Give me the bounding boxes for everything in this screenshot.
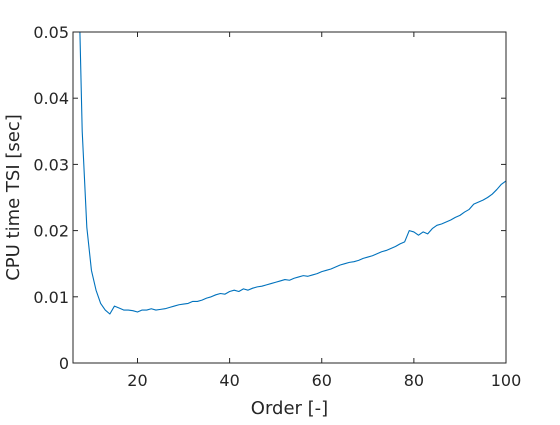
- y-axis-label: CPU time TSI [sec]: [3, 114, 24, 281]
- x-tick-label: 60: [312, 371, 332, 390]
- x-tick-label: 80: [404, 371, 424, 390]
- series-line-0: [79, 32, 506, 315]
- data-marks: [79, 32, 506, 315]
- x-tick-label: 20: [127, 371, 147, 390]
- plot-area: [73, 32, 506, 363]
- y-tick-label: 0.01: [33, 288, 69, 307]
- x-axis-ticks: 20 40 60 80 100: [127, 32, 521, 390]
- x-axis-label: Order [-]: [251, 398, 328, 419]
- y-tick-label: 0.04: [33, 89, 69, 108]
- y-tick-label: 0.03: [33, 155, 69, 174]
- x-tick-label: 40: [219, 371, 239, 390]
- y-tick-label: 0.05: [33, 23, 69, 42]
- y-tick-label: 0.02: [33, 222, 69, 241]
- plot-border: [72, 31, 507, 364]
- y-axis-ticks: 0 0.01 0.02 0.03 0.04 0.05: [33, 23, 506, 373]
- x-tick-label: 100: [491, 371, 522, 390]
- y-tick-label: 0: [59, 354, 69, 373]
